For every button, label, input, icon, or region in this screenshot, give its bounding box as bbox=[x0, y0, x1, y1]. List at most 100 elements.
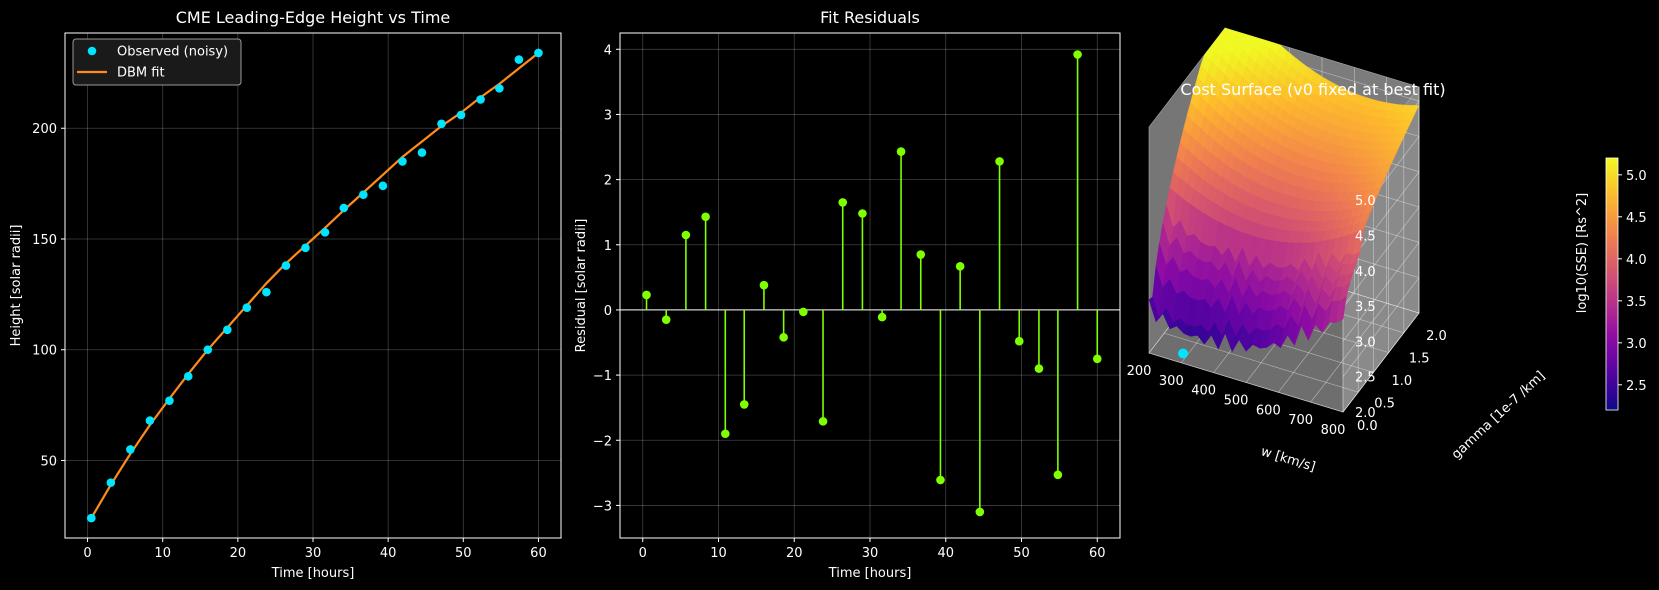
observed-point bbox=[126, 445, 135, 454]
residual-point bbox=[739, 400, 749, 409]
x-tick-label: 500 bbox=[1224, 394, 1249, 409]
observed-point bbox=[534, 48, 543, 58]
residual-point bbox=[642, 290, 651, 300]
x-tick-label: 30 bbox=[862, 546, 879, 561]
observed-point bbox=[359, 190, 368, 199]
best-fit-marker bbox=[1178, 348, 1189, 359]
z-tick-label: 3.5 bbox=[1355, 300, 1376, 315]
z-tick-label: 4.5 bbox=[1355, 229, 1376, 244]
residual-point bbox=[936, 475, 945, 485]
z-tick-label: 5.0 bbox=[1355, 194, 1376, 209]
colorbar-tick-label: 3.0 bbox=[1626, 337, 1647, 352]
observed-point bbox=[301, 243, 310, 253]
y-tick-label: 2 bbox=[604, 174, 612, 189]
y-axis-label: gamma [1e-7 /km] bbox=[1449, 368, 1548, 462]
observed-point bbox=[281, 261, 291, 270]
y-tick-label: −1 bbox=[593, 369, 612, 384]
x-tick-label: 60 bbox=[530, 546, 547, 561]
x-tick-label: 40 bbox=[937, 546, 954, 561]
colorbar-tick-label: 4.5 bbox=[1626, 211, 1647, 226]
chart-title: CME Leading-Edge Height vs Time bbox=[176, 8, 451, 27]
dbm-fit-line bbox=[90, 52, 540, 519]
legend-label-observed: Observed (noisy) bbox=[117, 45, 228, 60]
side-gridline bbox=[1342, 242, 1420, 342]
residual-point bbox=[995, 157, 1004, 166]
legend-box bbox=[72, 38, 242, 86]
observed-point bbox=[476, 95, 485, 104]
y-tick-label: 4 bbox=[604, 43, 612, 58]
floor-gridline bbox=[1164, 332, 1359, 393]
residual-point bbox=[818, 417, 828, 426]
residual-point bbox=[955, 261, 965, 271]
observed-point bbox=[378, 181, 388, 191]
y-tick-label: 3 bbox=[604, 108, 612, 123]
chart-title: Fit Residuals bbox=[820, 8, 920, 27]
observed-point bbox=[417, 148, 427, 157]
observed-point bbox=[106, 478, 116, 487]
x-tick-label: 800 bbox=[1321, 423, 1346, 438]
x-axis-label: w [km/s] bbox=[1259, 444, 1317, 475]
z-tick-label: 2.0 bbox=[1355, 406, 1376, 421]
y-tick-label: 1.0 bbox=[1392, 374, 1413, 389]
x-tick-label: 600 bbox=[1256, 403, 1281, 418]
residual-point bbox=[1073, 50, 1082, 59]
residual-point bbox=[701, 212, 710, 222]
colorbar-gradient bbox=[1605, 157, 1619, 411]
y-tick-label: −2 bbox=[593, 434, 612, 449]
residual-point bbox=[1092, 354, 1102, 364]
y-tick-label: −3 bbox=[593, 499, 612, 514]
x-axis-label: Time [hours] bbox=[271, 566, 355, 581]
legend: Observed (noisy) DBM fit bbox=[72, 38, 242, 86]
observed-point bbox=[495, 84, 504, 93]
residual-point bbox=[975, 507, 985, 517]
floor-gridline bbox=[1148, 352, 1344, 413]
z-tick-label: 2.5 bbox=[1355, 371, 1376, 386]
chart-title: Cost Surface (v0 fixed at best fit) bbox=[1180, 80, 1445, 99]
residual-point bbox=[1053, 470, 1063, 480]
y-tick-label: 200 bbox=[32, 122, 57, 137]
residual-point bbox=[1034, 364, 1044, 373]
residual-point bbox=[779, 333, 788, 342]
cost-surface-chart: 200 300 400 500 600 700 800 0.0 0.5 1.0 1.5 2.0 2.0 2… bbox=[1127, 27, 1647, 475]
y-axis-label: Residual [solar radii] bbox=[574, 219, 589, 353]
y-axis-label: Height [solar radii] bbox=[9, 225, 24, 347]
plot-frame bbox=[64, 32, 562, 539]
y-tick-label: 0 bbox=[604, 304, 612, 319]
y-tick-label: 0.0 bbox=[1357, 419, 1378, 434]
residual-point bbox=[916, 250, 926, 259]
observed-point bbox=[203, 345, 213, 355]
colorbar-tick-label: 2.5 bbox=[1626, 379, 1647, 394]
residual-point bbox=[681, 230, 691, 240]
x-tick-label: 400 bbox=[1191, 384, 1216, 399]
legend-label-fit: DBM fit bbox=[117, 66, 165, 81]
x-tick-label: 20 bbox=[230, 546, 247, 561]
x-tick-label: 10 bbox=[710, 546, 727, 561]
residual-point bbox=[838, 198, 848, 207]
x-tick-label: 60 bbox=[1089, 546, 1106, 561]
height-chart: 0 10 20 30 40 50 60 50 100 150 200 Observed (noisy)… bbox=[9, 8, 562, 581]
observed-point bbox=[183, 372, 193, 381]
y-tick-label: 1 bbox=[604, 239, 612, 254]
observed-point bbox=[456, 110, 466, 120]
plot-frame bbox=[619, 32, 1121, 539]
side-gridline bbox=[1342, 277, 1420, 377]
observed-point bbox=[223, 325, 232, 335]
x-tick-label: 0 bbox=[639, 546, 647, 561]
y-tick-label: 1.5 bbox=[1409, 352, 1430, 367]
residual-point bbox=[896, 147, 906, 156]
y-tick-label: 2.0 bbox=[1426, 329, 1447, 344]
observed-point bbox=[165, 396, 174, 405]
y-tick-label: 0.5 bbox=[1374, 397, 1395, 412]
x-tick-label: 700 bbox=[1288, 413, 1313, 428]
residual-point bbox=[858, 209, 867, 218]
residual-point bbox=[877, 312, 887, 322]
observed-point bbox=[262, 287, 271, 297]
z-axis-label: log10(SSE) [Rs^2] bbox=[1575, 193, 1590, 313]
side-gridline bbox=[1342, 312, 1420, 413]
observed-point bbox=[339, 203, 349, 213]
y-tick-label: 50 bbox=[40, 454, 57, 469]
side-gridline bbox=[1342, 206, 1420, 307]
floor-gridline bbox=[1342, 312, 1420, 413]
